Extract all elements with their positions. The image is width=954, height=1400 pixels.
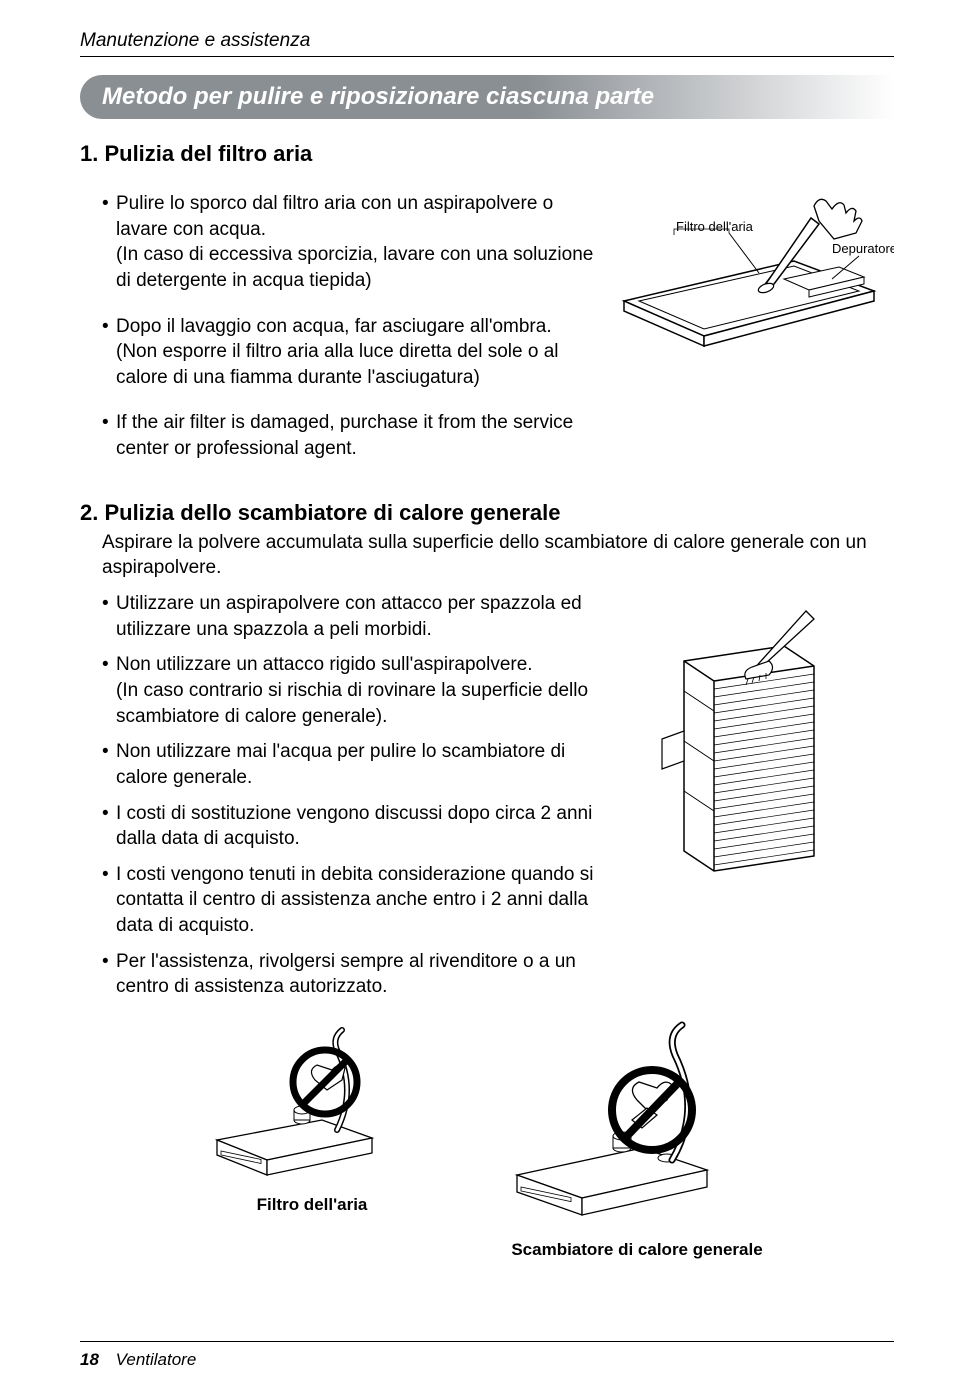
- s2-b5-body: I costi vengono tenuti in debita conside…: [116, 862, 594, 939]
- fig1-label-purifier: Depuratore: [832, 241, 894, 256]
- s1-b3-main: If the air filter is damaged, purchase i…: [116, 412, 573, 459]
- running-head: Manutenzione e assistenza: [80, 30, 894, 52]
- s1-b2-sub: (Non esporre il filtro aria alla luce di…: [116, 341, 559, 388]
- s2-b6: • Per l'assistenza, rivolgersi sempre al…: [102, 949, 594, 1000]
- bullet-dot: •: [102, 191, 116, 294]
- heading-s2: 2. Pulizia dello scambiatore di calore g…: [80, 500, 894, 526]
- bottom-fig-filter: Filtro dell'aria: [207, 1020, 417, 1260]
- s1-row: • Pulire lo sporco dal filtro aria con u…: [80, 191, 894, 482]
- bullet-dot: •: [102, 862, 116, 939]
- fig1-label-filter: Filtro dell'aria: [676, 219, 754, 234]
- bottom-cap-filter: Filtro dell'aria: [257, 1195, 368, 1215]
- s1-text: • Pulire lo sporco dal filtro aria con u…: [80, 191, 594, 482]
- s2-row: • Utilizzare un aspirapolvere con attacc…: [80, 591, 894, 1010]
- page-number: 18: [80, 1350, 99, 1369]
- s2-b6-body: Per l'assistenza, rivolgersi sempre al r…: [116, 949, 594, 1000]
- exchanger-prohibit-svg: [507, 1020, 767, 1230]
- bullet-dot: •: [102, 652, 116, 729]
- s1-b1-sub: (In caso di eccessiva sporcizia, lavare …: [116, 244, 593, 291]
- bottom-fig-exchanger: Scambiatore di calore generale: [507, 1020, 767, 1260]
- s2-b2: • Non utilizzare un attacco rigido sull'…: [102, 652, 594, 729]
- section-banner: Metodo per pulire e riposizionare ciascu…: [80, 75, 894, 119]
- s2-b3-body: Non utilizzare mai l'acqua per pulire lo…: [116, 739, 594, 790]
- s1-b2-main: Dopo il lavaggio con acqua, far asciugar…: [116, 316, 552, 337]
- s1-b3: • If the air filter is damaged, purchase…: [102, 410, 594, 461]
- bottom-figures: Filtro dell'aria: [80, 1020, 894, 1260]
- s2-b1-body: Utilizzare un aspirapolvere con attacco …: [116, 591, 594, 642]
- s2-figure: [614, 591, 894, 1010]
- s2-intro: Aspirare la polvere accumulata sulla sup…: [80, 530, 894, 581]
- bullet-dot: •: [102, 410, 116, 461]
- bottom-cap-exchanger: Scambiatore di calore generale: [511, 1240, 762, 1260]
- s2-text: • Utilizzare un aspirapolvere con attacc…: [80, 591, 594, 1010]
- bullet-dot: •: [102, 314, 116, 391]
- s2-b2-main: Non utilizzare un attacco rigido sull'as…: [116, 654, 533, 675]
- s2-b4-body: I costi di sostituzione vengono discussi…: [116, 801, 594, 852]
- rule-top: [80, 56, 894, 57]
- s1-b2: • Dopo il lavaggio con acqua, far asciug…: [102, 314, 594, 391]
- filter-diagram-svg: Filtro dell'aria Depuratore: [614, 191, 894, 391]
- exchanger-diagram-svg: [614, 601, 844, 881]
- banner-text: Metodo per pulire e riposizionare ciascu…: [102, 83, 654, 111]
- s1-figure: Filtro dell'aria Depuratore: [614, 191, 894, 482]
- s1-b1: • Pulire lo sporco dal filtro aria con u…: [102, 191, 594, 294]
- filter-prohibit-svg: [207, 1020, 417, 1185]
- s1-b1-main: Pulire lo sporco dal filtro aria con un …: [116, 193, 553, 240]
- heading-s1: 1. Pulizia del filtro aria: [80, 141, 894, 167]
- rule-bottom: [80, 1341, 894, 1342]
- bullet-dot: •: [102, 801, 116, 852]
- bullet-dot: •: [102, 949, 116, 1000]
- s2-b2-sub: (In caso contrario si rischia di rovinar…: [116, 680, 588, 727]
- s2-b5: • I costi vengono tenuti in debita consi…: [102, 862, 594, 939]
- s2-b4: • I costi di sostituzione vengono discus…: [102, 801, 594, 852]
- bullet-dot: •: [102, 591, 116, 642]
- footer: 18 Ventilatore: [80, 1341, 894, 1370]
- footer-title: Ventilatore: [116, 1350, 197, 1369]
- bullet-dot: •: [102, 739, 116, 790]
- s2-b3: • Non utilizzare mai l'acqua per pulire …: [102, 739, 594, 790]
- s2-b1: • Utilizzare un aspirapolvere con attacc…: [102, 591, 594, 642]
